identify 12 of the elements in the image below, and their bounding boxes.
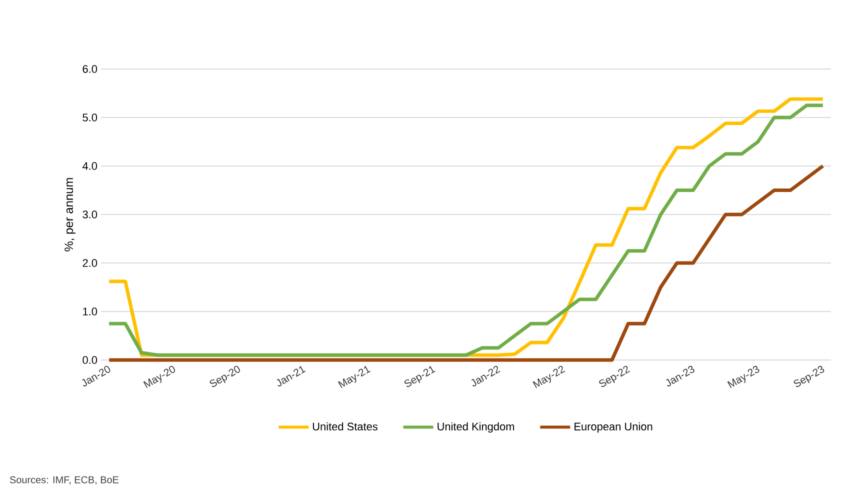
y-tick-label: 5.0 xyxy=(82,114,98,122)
y-tick-label: 1.0 xyxy=(83,308,98,316)
legend-label: United States xyxy=(312,422,378,430)
y-tick-label: 2.0 xyxy=(82,259,98,267)
source-note: Sources: IMF, ECB, BoE xyxy=(10,476,119,484)
y-tick-label: 4.0 xyxy=(82,162,98,170)
legend-label: European Union xyxy=(574,422,652,433)
y-axis-title: %, per annum xyxy=(64,178,76,252)
y-tick-label: 3.0 xyxy=(82,210,98,218)
y-tick-label: 6.0 xyxy=(82,65,98,73)
legend-label: United Kingdom xyxy=(438,422,514,433)
y-tick-label: 0.0 xyxy=(82,356,98,364)
